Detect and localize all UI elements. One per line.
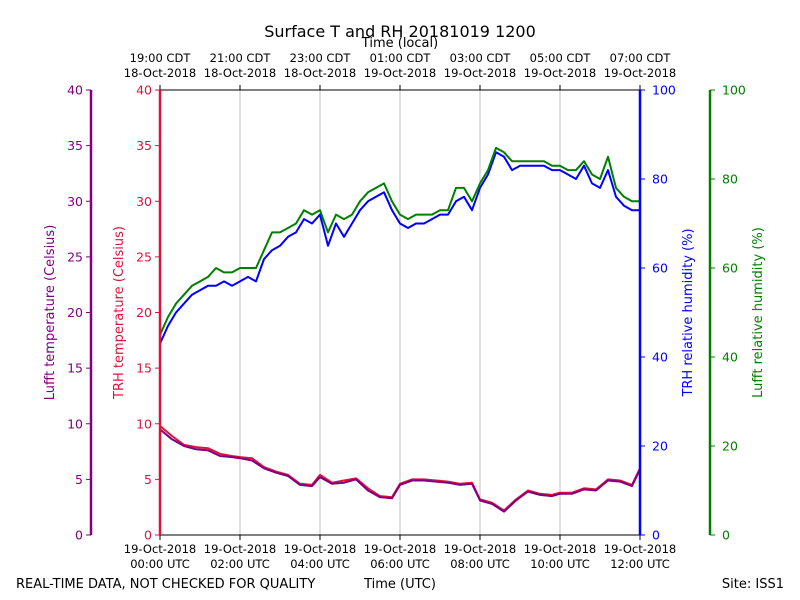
axis-trh-t-label: TRH temperature (Celsius) [112,226,127,400]
axis-trh-t-tick-label: 15 [136,361,152,376]
axis-lufft-rh-tick-label: 80 [722,172,738,187]
x-tick-label-bottom-date: 19-Oct-2018 [604,542,676,556]
x-tick-label-top-time: 03:00 CDT [450,51,512,65]
axis-trh-rh-tick-label: 20 [652,439,668,454]
x-tick-label-bottom-date: 19-Oct-2018 [364,542,436,556]
axis-lufft-t-tick-label: 15 [67,361,83,376]
x-tick-label-bottom-date: 19-Oct-2018 [444,542,516,556]
series-line-trh-relative-humidity [159,151,640,345]
x-tick-label-top-time: 23:00 CDT [290,51,352,65]
axis-lufft-t-tick-label: 0 [75,528,83,543]
quality-disclaimer: REAL-TIME DATA, NOT CHECKED FOR QUALITY [16,577,315,592]
x-tick-label-top-date: 19-Oct-2018 [604,66,676,80]
axis-lufft-rh-tick-label: 0 [722,528,730,543]
x-tick-label-top-date: 19-Oct-2018 [524,66,596,80]
x-tick-label-bottom-time: 02:00 UTC [210,557,270,571]
series-layer [159,146,641,513]
axis-lufft-rh-label: Lufft relative humidity (%) [751,227,766,398]
x-tick-label-bottom-date: 19-Oct-2018 [524,542,596,556]
x-tick-label-top-time: 05:00 CDT [530,51,592,65]
axis-trh-t-tick-label: 5 [144,472,152,487]
axis-trh-t-tick-label: 20 [136,305,152,320]
axis-trh-rh-tick-label: 100 [652,83,676,98]
site-label: Site: ISS1 [722,577,784,592]
axis-trh-rh-tick-label: 80 [652,172,668,187]
axis-lufft-rh-tick-label: 40 [722,350,738,365]
series-line-trh-temperature [159,425,641,512]
axis-trh-rh-tick-label: 40 [652,350,668,365]
axis-trh-rh-tick-label: 0 [652,528,660,543]
x-tick-label-top-date: 18-Oct-2018 [284,66,356,80]
axis-trh-t-tick-label: 0 [144,528,152,543]
top-axis-label: Time (local) [361,36,438,51]
x-tick-label-top-date: 18-Oct-2018 [204,66,276,80]
x-tick-label-bottom-time: 08:00 UTC [450,557,510,571]
x-tick-label-bottom-time: 12:00 UTC [610,557,670,571]
axis-trh-t-tick-label: 25 [136,249,152,264]
axis-lufft-t-tick-label: 10 [67,416,83,431]
x-tick-label-top-date: 19-Oct-2018 [364,66,436,80]
axis-trh-t-tick-label: 10 [136,416,152,431]
x-tick-label-top-date: 19-Oct-2018 [444,66,516,80]
x-tick-label-bottom-date: 19-Oct-2018 [284,542,356,556]
axis-trh-t-tick-label: 30 [136,194,152,209]
series-line-lufft-temperature [159,428,641,513]
axis-trh-rh-tick-label: 60 [652,261,668,276]
x-tick-label-bottom-time: 00:00 UTC [130,557,190,571]
x-tick-label-bottom-date: 19-Oct-2018 [204,542,276,556]
series-line-lufft-relative-humidity [159,146,640,336]
x-tick-label-top-date: 18-Oct-2018 [124,66,196,80]
bottom-axis-label: Time (UTC) [363,577,436,592]
axis-trh-t-tick-label: 40 [136,83,152,98]
axis-lufft-t-label: Lufft temperature (Celsius) [43,225,58,401]
axis-lufft-t-tick-label: 30 [67,194,83,209]
x-tick-label-top-time: 07:00 CDT [610,51,672,65]
axis-lufft-t-tick-label: 5 [75,472,83,487]
x-tick-label-bottom-date: 19-Oct-2018 [124,542,196,556]
x-tick-label-top-time: 19:00 CDT [130,51,192,65]
axes-layer: 0 5 10 15 20 25 30 35 40 Lufft temperature (Celsi… [43,51,766,571]
axis-lufft-rh-tick-label: 20 [722,439,738,454]
gridlines [239,90,561,535]
x-tick-label-top-time: 21:00 CDT [210,51,272,65]
x-tick-label-bottom-time: 04:00 UTC [290,557,350,571]
axis-lufft-t-tick-label: 35 [67,138,83,153]
axis-lufft-rh-tick-label: 100 [722,83,746,98]
axis-trh-t-tick-label: 35 [136,138,152,153]
axis-lufft-rh-tick-label: 60 [722,261,738,276]
axis-lufft-t-tick-label: 40 [67,83,83,98]
axis-lufft-t-tick-label: 20 [67,305,83,320]
chart-title: Surface T and RH 20181019 1200 [264,22,536,41]
axis-lufft-t-tick-label: 25 [67,249,83,264]
x-tick-label-top-time: 01:00 CDT [370,51,432,65]
x-tick-label-bottom-time: 06:00 UTC [370,557,430,571]
axis-trh-rh-label: TRH relative humidity (%) [681,228,696,397]
x-tick-label-bottom-time: 10:00 UTC [530,557,590,571]
